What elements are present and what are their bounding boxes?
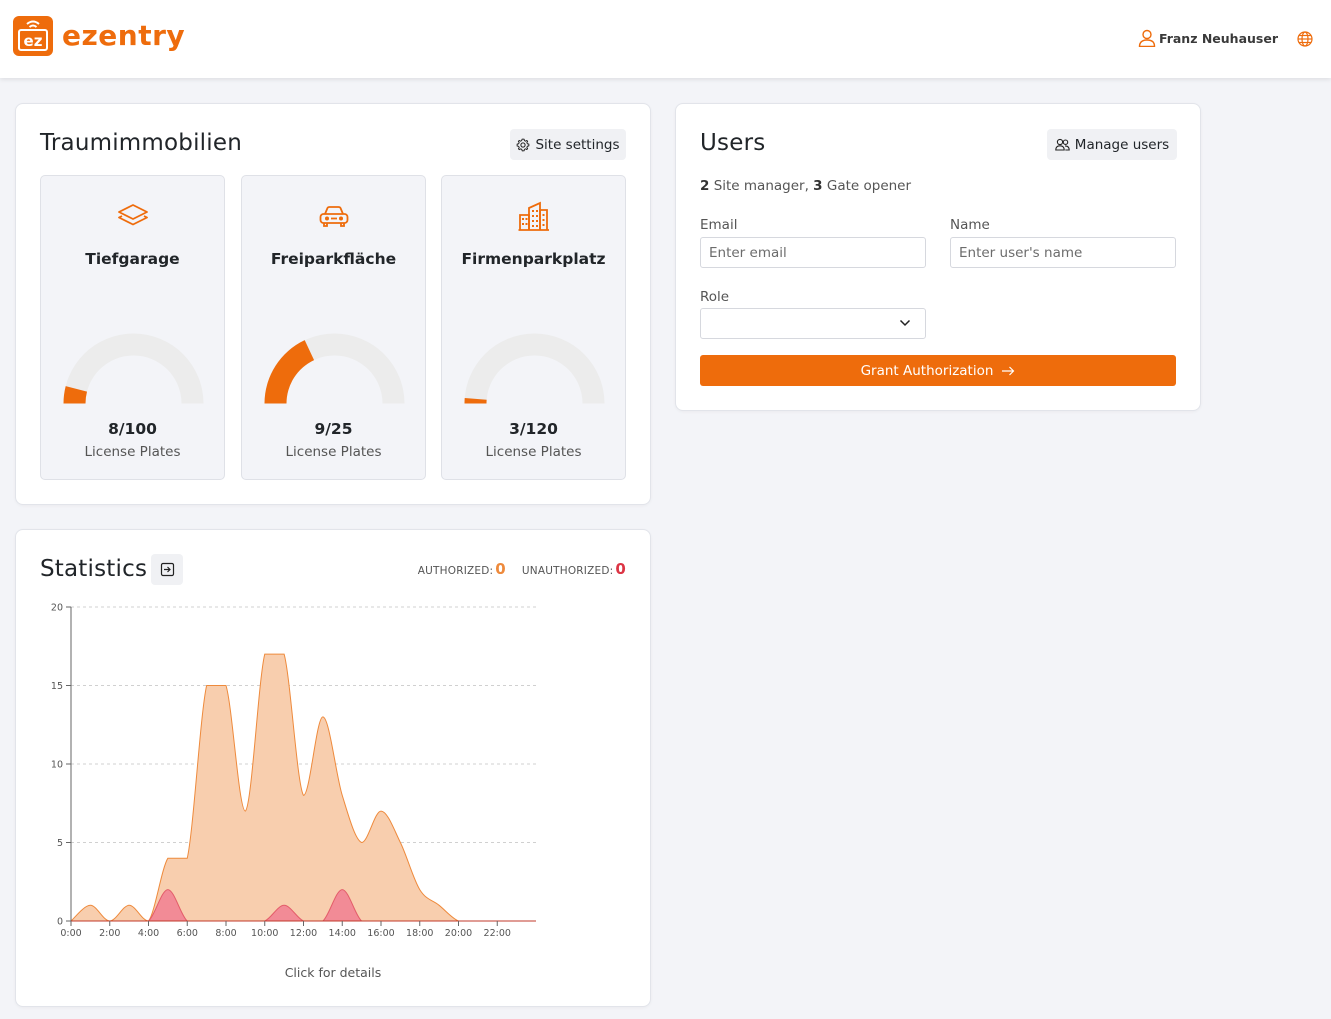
statistics-card[interactable]: Statistics AUTHORIZED: 0 UNAUTHORIZED: 0 0… [15,529,651,1007]
x-tick-label: 12:00 [290,928,317,939]
y-tick-label: 0 [57,917,63,928]
statistics-title: Statistics [40,556,148,582]
site-manager-count: 2 [700,178,710,194]
language-selector[interactable] [1297,31,1313,51]
x-tick-label: 16:00 [367,928,394,939]
site-title: Traumimmobilien [40,130,242,156]
gear-icon [517,138,530,151]
gauge-track [464,333,605,404]
parking-area-count: 8/100 [108,420,157,438]
parking-area-freiparkflaeche[interactable]: Freiparkfläche 9/25 License Plates [241,175,426,480]
occupancy-gauge [63,333,204,404]
globe-icon [1297,31,1313,47]
x-tick-label: 18:00 [406,928,433,939]
statistics-open-button[interactable] [151,554,183,585]
series-area-1 [71,889,517,921]
gauge-track [63,333,204,404]
statistics-legend: AUTHORIZED: 0 UNAUTHORIZED: 0 [418,560,626,578]
site-card: Traumimmobilien Site settings Tiefgarage… [15,103,651,505]
occupancy-gauge [464,333,605,404]
chevron-down-icon [899,319,911,327]
series-line-0 [70,653,517,922]
logo-text: ez [24,32,43,50]
car-icon [319,206,348,227]
y-tick-label: 20 [51,603,63,614]
logo-signal-icon: ez [18,20,48,51]
site-manager-label: Site manager, [709,178,814,194]
statistics-area-chart[interactable]: 0 5 10 15 20 0:00 2:00 4:00 6:00 8:00 10:00 12:00 14… [16,590,616,950]
x-tick-label: 10:00 [251,928,278,939]
logo-mark: ez [13,16,53,56]
gauge-fill [464,398,487,404]
parking-area-unit: License Plates [485,444,582,460]
user-name: Franz Neuhauser [1158,30,1278,46]
site-settings-label: Site settings [535,136,620,153]
parking-area-name: Freiparkfläche [270,250,397,268]
user-icon [1138,29,1156,47]
grant-authorization-button[interactable]: Grant Authorization [700,355,1176,386]
x-tick-label: 4:00 [138,928,159,939]
building-icon [518,201,549,231]
parking-area-tiefgarage[interactable]: Tiefgarage 8/100 License Plates [40,175,225,480]
occupancy-gauge [264,333,405,404]
y-tick-label: 5 [57,838,63,849]
manage-users-label: Manage users [1074,136,1170,153]
parking-area-count: 3/120 [509,420,558,438]
users-icon [1055,138,1070,151]
x-tick-label: 8:00 [215,928,236,939]
users-summary: 2 Site manager, 3 Gate opener [700,178,911,194]
unauthorized-value: 0 [615,560,626,578]
authorized-value: 0 [495,560,506,578]
x-tick-label: 6:00 [177,928,198,939]
authorized-counter: AUTHORIZED: 0 [418,560,506,578]
name-field[interactable] [950,237,1176,268]
gate-opener-label: Gate opener [822,178,912,194]
email-label: Email [700,217,738,233]
role-select[interactable] [700,308,926,339]
parking-area-count: 9/25 [314,420,353,438]
parking-area-name: Tiefgarage [85,250,180,268]
gate-opener-count: 3 [813,178,823,194]
unauthorized-label: UNAUTHORIZED: [521,565,614,577]
users-title: Users [700,130,766,156]
user-menu[interactable]: Franz Neuhauser [1138,29,1278,47]
chart-details-link[interactable]: Click for details [284,965,382,980]
users-card: Users Manage users 2 Site manager, 3 Gat… [675,103,1201,411]
x-tick-label: 0:00 [60,928,81,939]
gauge-fill [264,340,315,404]
grant-authorization-label: Grant Authorization [860,362,994,379]
parking-area-name: Firmenparkplatz [461,250,606,268]
role-label: Role [700,289,730,305]
manage-users-button[interactable]: Manage users [1047,129,1177,160]
layers-icon [117,204,148,226]
parking-area-unit: License Plates [84,444,181,460]
parking-area-firmenparkplatz[interactable]: Firmenparkplatz 3/120 License Plates [441,175,626,480]
email-field[interactable] [700,237,926,268]
series-area-0 [71,654,517,921]
authorized-label: AUTHORIZED: [417,565,494,577]
parking-area-unit: License Plates [285,444,382,460]
brand-name: ezentry [62,19,186,52]
unauthorized-counter: UNAUTHORIZED: 0 [522,560,626,578]
x-tick-label: 14:00 [329,928,356,939]
y-tick-label: 10 [51,760,63,771]
name-label: Name [950,217,990,233]
x-tick-label: 22:00 [484,928,511,939]
x-tick-label: 2:00 [99,928,120,939]
box-arrow-in-right-icon [160,562,174,577]
arrow-right-icon [1002,366,1015,375]
top-bar: ez ezentry Franz Neuhauser [0,0,1331,78]
brand-logo[interactable]: ez ezentry [13,16,185,56]
y-tick-label: 15 [51,681,63,692]
gauge-fill [63,386,88,404]
x-tick-label: 20:00 [445,928,472,939]
site-settings-button[interactable]: Site settings [510,129,626,160]
